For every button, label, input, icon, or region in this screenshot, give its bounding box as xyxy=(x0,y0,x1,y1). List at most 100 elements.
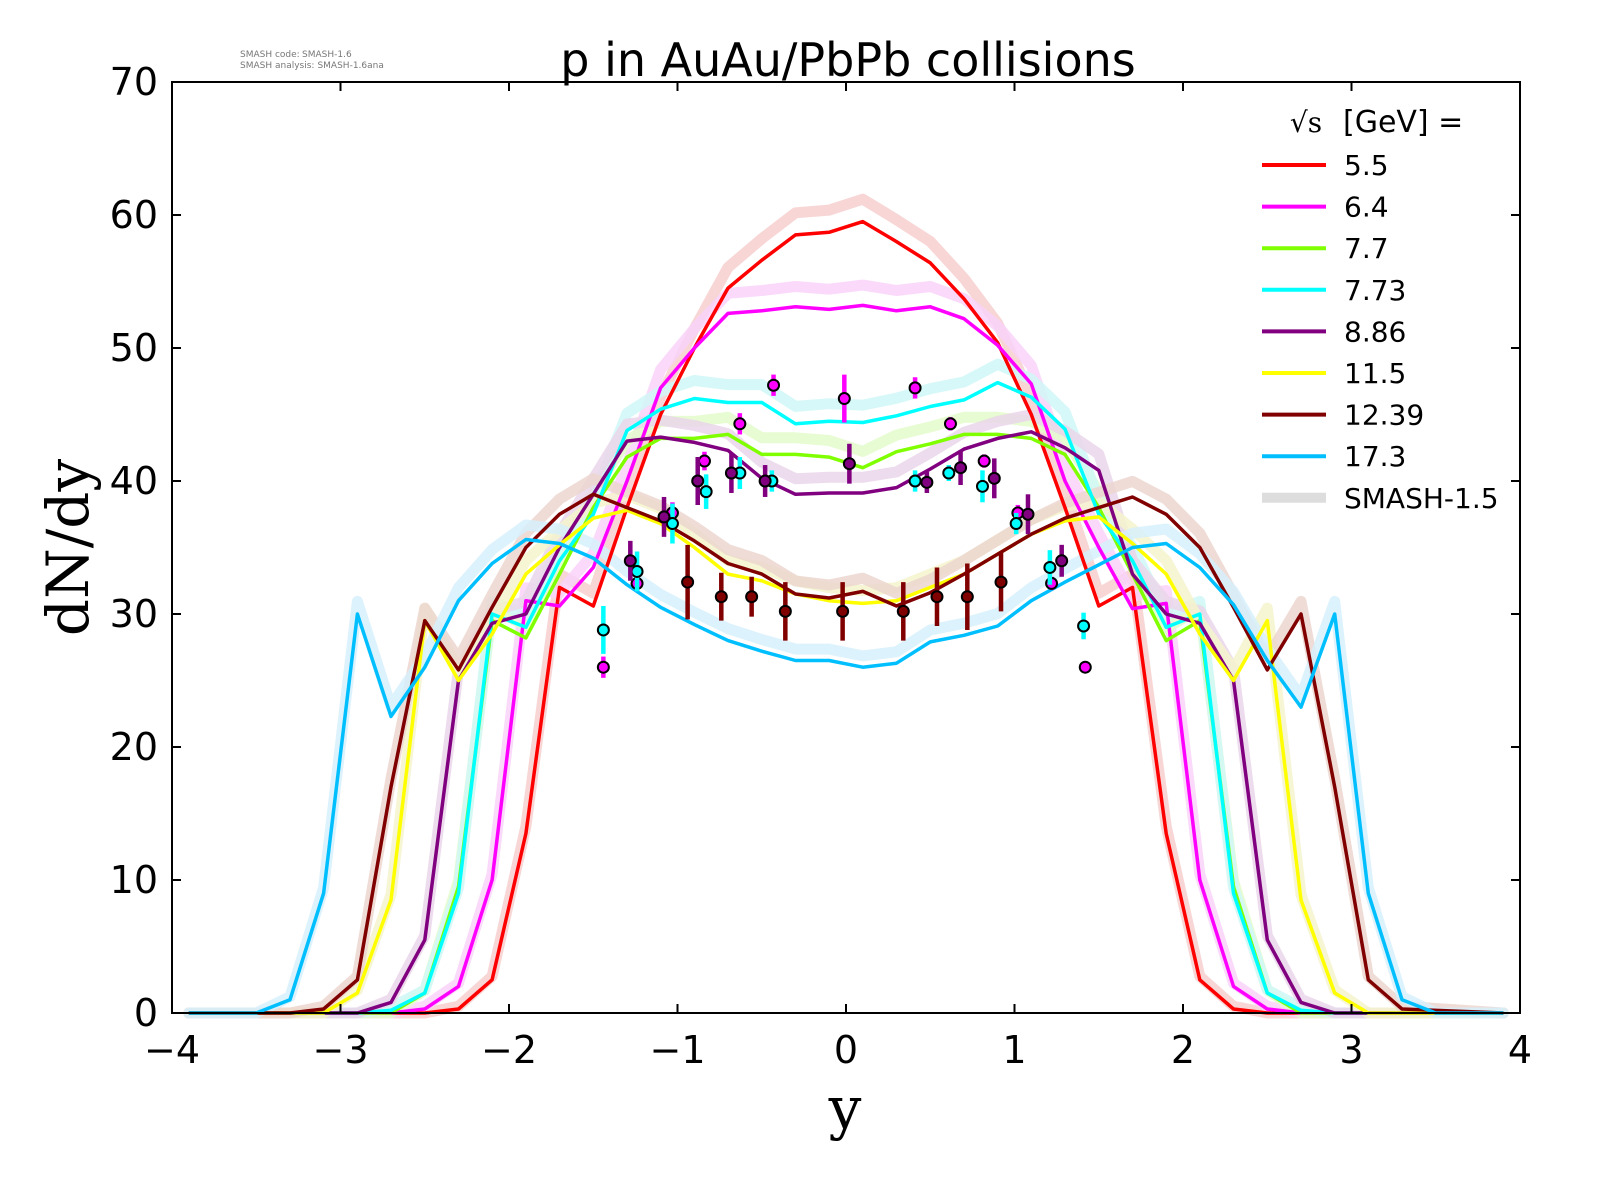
point-marker xyxy=(724,466,738,480)
legend-title-sqrt: √s xyxy=(1290,106,1322,139)
x-tick-label: −1 xyxy=(649,1028,705,1072)
point-marker xyxy=(699,485,713,499)
data-point-6-4 xyxy=(943,417,957,431)
legend-label-12-39: 12.39 xyxy=(1344,399,1424,432)
point-marker xyxy=(778,604,792,618)
data-point-12-39 xyxy=(896,582,910,641)
data-point-8-86 xyxy=(1055,544,1069,577)
point-marker xyxy=(920,475,934,489)
point-marker xyxy=(975,479,989,493)
point-marker xyxy=(691,474,705,488)
x-tick-label: −3 xyxy=(312,1028,368,1072)
point-marker xyxy=(714,590,728,604)
smash-analysis-label: SMASH analysis: xyxy=(240,61,315,71)
point-marker xyxy=(623,554,637,568)
reference-band-12-39 xyxy=(183,473,1509,1019)
smash-analysis-value: SMASH-1.6ana xyxy=(317,61,384,71)
x-tick-label: −4 xyxy=(144,1028,200,1072)
x-tick-label: 0 xyxy=(834,1028,858,1072)
point-marker xyxy=(1021,507,1035,521)
point-marker xyxy=(745,590,759,604)
data-point-8-86 xyxy=(987,458,1001,499)
y-tick-label: 60 xyxy=(110,193,158,237)
legend-label-reference: SMASH-1.5 xyxy=(1344,482,1499,515)
x-tick-label: 1 xyxy=(1002,1028,1026,1072)
data-point-6-4 xyxy=(837,374,851,423)
point-marker xyxy=(630,564,644,578)
point-marker xyxy=(930,590,944,604)
data-point-7-73 xyxy=(942,465,956,481)
point-marker xyxy=(1078,660,1092,674)
y-tick-label: 70 xyxy=(110,60,158,104)
data-point-8-86 xyxy=(1021,494,1035,535)
point-marker xyxy=(987,471,1001,485)
data-point-12-39 xyxy=(714,572,728,621)
data-point-12-39 xyxy=(994,552,1008,612)
data-point-6-4 xyxy=(733,413,747,435)
data-point-7-73 xyxy=(908,470,922,492)
data-point-7-73 xyxy=(1043,550,1057,585)
series-line-11-5 xyxy=(188,508,1504,1015)
point-marker xyxy=(758,474,772,488)
x-tick-label: 2 xyxy=(1171,1028,1195,1072)
smash-code-value: SMASH-1.6 xyxy=(302,50,352,60)
legend-title: [GeV] = xyxy=(1343,105,1463,140)
x-tick-label: 3 xyxy=(1339,1028,1363,1072)
legend: √s [GeV] = 5.5 6.4 7.7 7.73 8.86 11.5 12.39 17.3 S… xyxy=(1262,105,1499,515)
data-point-6-4 xyxy=(767,374,781,396)
data-point-12-39 xyxy=(930,567,944,626)
data-point-8-86 xyxy=(623,540,637,581)
y-tick-label: 40 xyxy=(110,459,158,503)
legend-label-6-4: 6.4 xyxy=(1344,191,1389,224)
point-marker xyxy=(960,590,974,604)
experimental-points xyxy=(596,374,1092,678)
data-point-12-39 xyxy=(745,576,759,617)
series-line-5-5 xyxy=(188,219,1504,1015)
point-marker xyxy=(954,461,968,475)
data-point-6-4 xyxy=(697,451,711,471)
point-marker xyxy=(943,417,957,431)
legend-label-17-3: 17.3 xyxy=(1344,440,1406,473)
point-marker xyxy=(842,457,856,471)
series-line-7-7 xyxy=(188,432,1504,1015)
data-point-6-4 xyxy=(596,656,610,678)
data-point-8-86 xyxy=(920,471,934,493)
y-tick-label: 0 xyxy=(134,991,158,1035)
point-marker xyxy=(1043,560,1057,574)
smash-info: SMASH code: SMASH-1.6 SMASH analysis: SMAS… xyxy=(240,50,384,72)
chart-title: p in AuAu/PbPb collisions xyxy=(560,33,1135,87)
data-point-6-4 xyxy=(1078,660,1092,674)
data-point-12-39 xyxy=(778,582,792,641)
data-point-8-86 xyxy=(691,457,705,505)
data-point-7-73 xyxy=(975,470,989,503)
point-marker xyxy=(836,604,850,618)
legend-label-5-5: 5.5 xyxy=(1344,149,1389,182)
point-marker xyxy=(1055,554,1069,568)
y-tick-label: 50 xyxy=(110,326,158,370)
point-marker xyxy=(681,575,695,589)
y-tick-label: 20 xyxy=(110,725,158,769)
point-marker xyxy=(665,517,679,531)
data-point-6-4 xyxy=(908,377,922,399)
data-point-8-86 xyxy=(954,450,968,485)
series-line-8-86 xyxy=(188,430,1504,1015)
series-line-12-39 xyxy=(188,492,1504,1015)
data-point-6-4 xyxy=(977,454,991,468)
point-marker xyxy=(657,510,671,524)
data-point-7-73 xyxy=(1077,612,1091,640)
y-tick-label: 10 xyxy=(110,858,158,902)
data-point-7-73 xyxy=(1009,512,1023,535)
smash-code-label: SMASH code: xyxy=(240,50,300,60)
data-point-8-86 xyxy=(842,443,856,484)
data-point-12-39 xyxy=(836,582,850,641)
point-marker xyxy=(908,474,922,488)
point-marker xyxy=(596,623,610,637)
point-marker xyxy=(697,454,711,468)
y-axis-label: dN/dy xyxy=(34,459,102,637)
data-point-12-39 xyxy=(681,544,695,620)
data-point-7-73 xyxy=(665,503,679,544)
point-marker xyxy=(767,378,781,392)
data-point-7-73 xyxy=(596,606,610,654)
point-marker xyxy=(837,392,851,406)
reference-band-17-3 xyxy=(183,519,1509,1019)
